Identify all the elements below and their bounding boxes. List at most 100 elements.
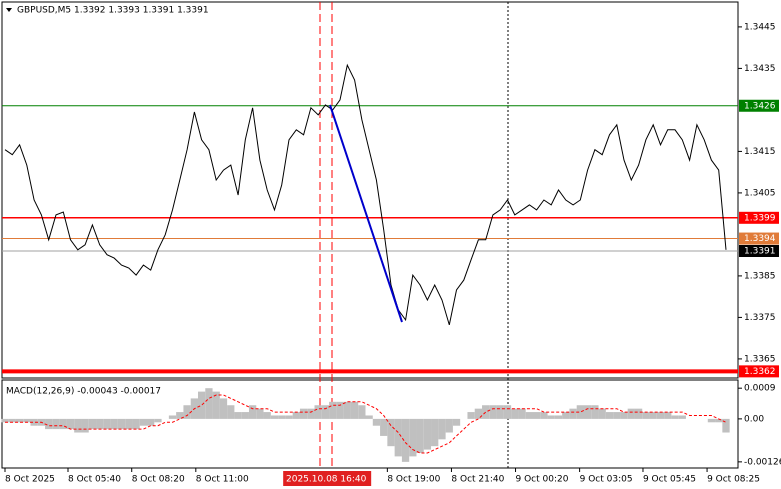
y-tick-label: 1.3385: [744, 271, 776, 281]
price-panel: [1, 1, 739, 379]
level-label: 1.3394: [744, 234, 776, 244]
macd-bar: [707, 418, 716, 423]
level-label: 1.3362: [744, 367, 776, 377]
macd-bar: [431, 418, 439, 447]
macd-bar: [525, 412, 534, 419]
macd-bar: [241, 412, 249, 419]
macd-bar: [285, 415, 293, 419]
level-tag: [739, 99, 779, 112]
price-line: [4, 63, 727, 326]
macd-bar: [634, 408, 643, 419]
macd-bar: [1, 418, 9, 423]
macd-bar: [583, 405, 592, 419]
macd-bar: [30, 418, 38, 426]
macd-bar: [96, 418, 104, 430]
macd-bar: [562, 412, 570, 419]
macd-bar: [154, 418, 162, 423]
macd-bar: [678, 415, 686, 419]
macd-bar: [503, 405, 512, 419]
y-tick-label: 1.3415: [744, 147, 776, 157]
macd-bar: [467, 412, 475, 419]
macd-bar: [263, 412, 271, 419]
x-tick-label: 8 Oct 19:00: [387, 475, 440, 485]
crosshair-label: 2025.10.08 16:40: [286, 475, 367, 485]
macd-bar: [664, 412, 672, 419]
macd-bar: [533, 412, 541, 419]
macd-bar: [88, 418, 97, 430]
macd-bar: [183, 405, 191, 419]
chart-title: GBPUSD,M5 1.3392 1.3393 1.3391 1.3391: [17, 6, 209, 16]
macd-bar: [197, 391, 206, 419]
macd-bar: [23, 418, 31, 423]
menu-arrow[interactable]: [6, 8, 12, 12]
crosshair-tag: [283, 471, 372, 486]
macd-bar: [496, 405, 504, 419]
macd-bar: [168, 415, 177, 419]
macd-bar: [278, 415, 286, 419]
macd-bar: [547, 415, 555, 419]
macd-bar: [329, 401, 337, 419]
level-tag: [739, 365, 779, 378]
macd-bar: [620, 412, 628, 419]
x-tick-label: 9 Oct 05:45: [643, 475, 696, 485]
macd-bar: [715, 418, 723, 423]
macd-bar: [256, 408, 264, 419]
macd-bar: [270, 415, 279, 419]
macd-bar: [642, 412, 650, 419]
macd-bar: [511, 408, 519, 419]
trend-line: [329, 104, 403, 323]
y-tick-label: -0.00126: [744, 457, 781, 467]
level-tag: [739, 232, 779, 245]
macd-bar: [576, 405, 584, 419]
macd-bar: [416, 418, 424, 453]
macd-bar: [409, 418, 417, 457]
macd-bar: [452, 418, 461, 426]
x-tick-label: 9 Oct 08:25: [707, 475, 760, 485]
macd-bar: [314, 405, 322, 419]
macd-bar: [212, 391, 220, 419]
macd-bar: [394, 418, 402, 457]
macd-bar: [518, 408, 526, 419]
x-tick-label: 8 Oct 08:20: [132, 475, 185, 485]
macd-bar: [540, 412, 548, 419]
macd-bar: [45, 418, 53, 430]
y-tick-label: 1.3445: [744, 22, 776, 32]
macd-bar: [372, 418, 381, 426]
macd-bar: [59, 418, 67, 430]
macd-bar: [489, 405, 497, 419]
macd-bar: [52, 418, 60, 430]
x-tick-label: 9 Oct 00:20: [516, 475, 569, 485]
macd-bar: [569, 408, 577, 419]
macd-bar: [591, 405, 599, 419]
macd-bar: [722, 418, 730, 433]
macd-bar: [15, 418, 24, 423]
macd-bar: [343, 401, 351, 419]
y-tick-label: 0.00: [744, 414, 764, 424]
macd-bar: [482, 405, 490, 419]
macd-bar: [299, 408, 308, 419]
macd-bar: [147, 418, 155, 426]
macd-bar: [74, 418, 82, 433]
macd-bar: [139, 418, 148, 426]
y-tick-label: 1.3375: [744, 313, 776, 323]
macd-bar: [248, 405, 257, 419]
y-tick-label: 1.3405: [744, 188, 776, 198]
macd-bar: [110, 418, 118, 430]
y-tick-label: 1.3435: [744, 64, 776, 74]
macd-bar: [605, 412, 614, 419]
macd-bar: [66, 418, 75, 430]
macd-bar: [321, 405, 330, 419]
macd-bar: [103, 418, 111, 430]
macd-bar: [365, 415, 373, 419]
macd-bar: [423, 418, 432, 450]
macd-bar: [401, 418, 410, 462]
macd-title: MACD(12,26,9) -0.00043 -0.00017: [6, 387, 161, 397]
y-tick-label: 0.0009: [744, 384, 776, 394]
macd-bar: [627, 408, 635, 419]
macd-bar: [336, 401, 344, 419]
macd-bar: [307, 408, 315, 419]
macd-bar: [219, 398, 228, 419]
macd-bar: [380, 418, 388, 436]
x-tick-label: 8 Oct 11:00: [196, 475, 249, 485]
